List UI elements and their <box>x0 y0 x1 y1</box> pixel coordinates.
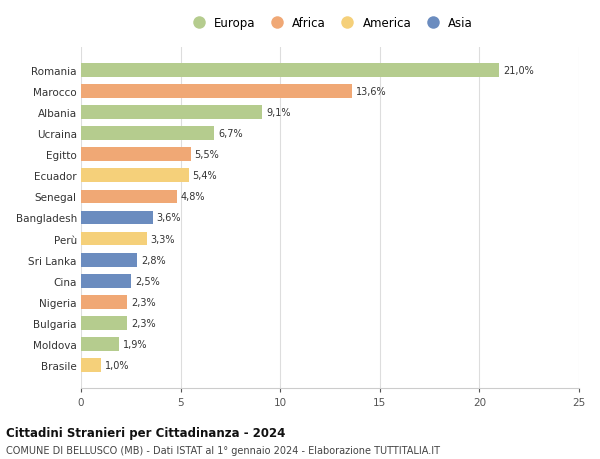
Text: 13,6%: 13,6% <box>356 87 386 96</box>
Text: COMUNE DI BELLUSCO (MB) - Dati ISTAT al 1° gennaio 2024 - Elaborazione TUTTITALI: COMUNE DI BELLUSCO (MB) - Dati ISTAT al … <box>6 445 440 455</box>
Bar <box>81 211 153 225</box>
Bar <box>81 169 188 183</box>
Bar <box>81 190 176 204</box>
Text: 4,8%: 4,8% <box>181 192 205 202</box>
Text: 1,0%: 1,0% <box>105 361 130 370</box>
Bar <box>81 296 127 309</box>
Bar <box>81 232 147 246</box>
Bar <box>81 64 499 77</box>
Bar <box>81 338 119 351</box>
Text: 5,5%: 5,5% <box>194 150 219 160</box>
Bar <box>81 148 191 162</box>
Bar <box>81 253 137 267</box>
Text: 6,7%: 6,7% <box>218 129 243 139</box>
Text: 9,1%: 9,1% <box>266 108 291 118</box>
Text: 3,6%: 3,6% <box>157 213 181 223</box>
Text: 2,8%: 2,8% <box>141 255 166 265</box>
Bar <box>81 317 127 330</box>
Bar <box>81 106 262 119</box>
Legend: Europa, Africa, America, Asia: Europa, Africa, America, Asia <box>185 15 475 33</box>
Text: 21,0%: 21,0% <box>503 66 534 75</box>
Text: 2,5%: 2,5% <box>135 276 160 286</box>
Bar <box>81 85 352 98</box>
Text: 2,3%: 2,3% <box>131 297 155 308</box>
Text: Cittadini Stranieri per Cittadinanza - 2024: Cittadini Stranieri per Cittadinanza - 2… <box>6 426 286 439</box>
Text: 3,3%: 3,3% <box>151 234 175 244</box>
Text: 1,9%: 1,9% <box>123 340 148 349</box>
Text: 2,3%: 2,3% <box>131 319 155 328</box>
Text: 5,4%: 5,4% <box>193 171 217 181</box>
Bar <box>81 127 214 140</box>
Bar <box>81 359 101 372</box>
Bar <box>81 274 131 288</box>
